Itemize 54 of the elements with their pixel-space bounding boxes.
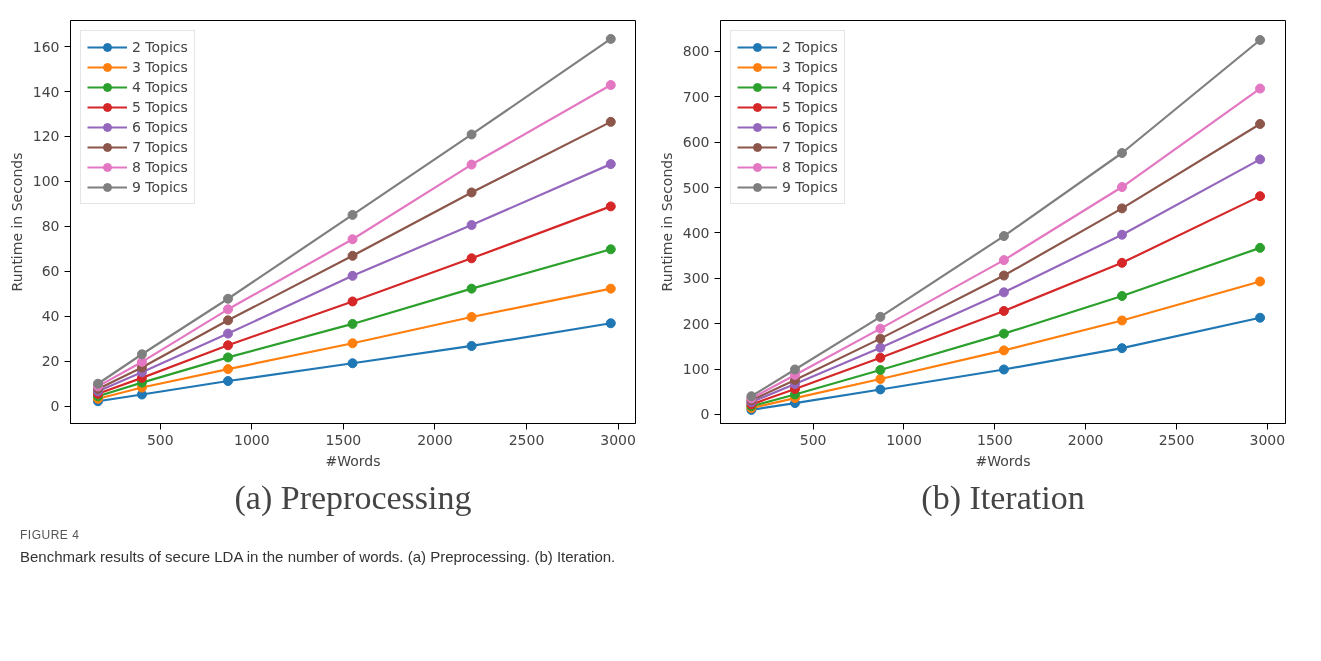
y-tick-label: 300 — [682, 270, 710, 287]
y-tick-label: 120 — [32, 128, 60, 145]
legend-label: 9 Topics — [782, 179, 838, 195]
x-tick-label: 3000 — [600, 431, 636, 448]
y-tick-label: 700 — [682, 88, 710, 105]
legend-label: 7 Topics — [132, 139, 188, 155]
y-tick-label: 400 — [682, 224, 710, 241]
y-tick-label: 40 — [41, 308, 60, 325]
y-tick-label: 80 — [41, 218, 60, 235]
y-tick-label: 0 — [700, 406, 710, 423]
caption: FIGURE 4 — [20, 527, 81, 544]
legend-label: 3 Topics — [782, 59, 838, 75]
y-tick-label: 0 — [50, 398, 60, 415]
y-tick-label: 100 — [32, 173, 60, 190]
y-tick-label: 500 — [682, 179, 710, 196]
x-tick-label: 2500 — [508, 431, 545, 448]
legend-label: 7 Topics — [782, 139, 838, 155]
y-tick-label: 100 — [682, 361, 710, 378]
legend-label: 6 Topics — [782, 119, 838, 135]
x-tick-label: 1000 — [886, 431, 922, 448]
x-tick-label: 2000 — [1067, 431, 1104, 448]
y-tick-label: 20 — [41, 353, 60, 370]
legend-label: 6 Topics — [132, 119, 188, 135]
text: (b) Iteration — [921, 478, 1085, 517]
legend-label: 4 Topics — [782, 79, 838, 95]
legend-label: 2 Topics — [782, 39, 838, 55]
y-tick-label: 160 — [32, 38, 60, 55]
legend-label: 4 Topics — [132, 79, 188, 95]
y-tick-label: 200 — [682, 315, 710, 332]
y-axis-title: Runtime in Seconds — [658, 152, 675, 292]
y-tick-label: 800 — [682, 43, 710, 60]
x-tick-label: 2500 — [1158, 431, 1195, 448]
y-axis-title: Runtime in Seconds — [8, 152, 25, 292]
x-tick-label: 3000 — [1249, 431, 1286, 448]
text: (a) Preprocessing — [234, 478, 472, 517]
x-tick-label: 1000 — [234, 431, 270, 448]
x-tick-label: 500 — [799, 431, 827, 448]
legend-label: 8 Topics — [782, 159, 838, 175]
x-tick-label: 1500 — [325, 431, 362, 448]
legend-label: 5 Topics — [132, 99, 188, 115]
legend-label: 9 Topics — [132, 179, 188, 195]
text: Benchmark results of secure LDA in the number of words. (a) Preprocessing. (b) Iteration. — [20, 547, 616, 568]
y-tick-label: 140 — [32, 83, 60, 100]
y-tick-label: 600 — [682, 134, 710, 151]
x-tick-label: 1500 — [977, 431, 1013, 448]
legend-label: 3 Topics — [132, 59, 188, 75]
x-axis-title: #Words — [975, 452, 1031, 469]
legend-label: 5 Topics — [782, 99, 838, 115]
legend-label: 8 Topics — [132, 159, 188, 175]
legend-label: 2 Topics — [132, 39, 188, 55]
x-tick-label: 500 — [146, 431, 174, 448]
x-tick-label: 2000 — [417, 431, 453, 448]
y-tick-label: 60 — [41, 263, 60, 280]
x-axis-title: #Words — [325, 452, 381, 469]
